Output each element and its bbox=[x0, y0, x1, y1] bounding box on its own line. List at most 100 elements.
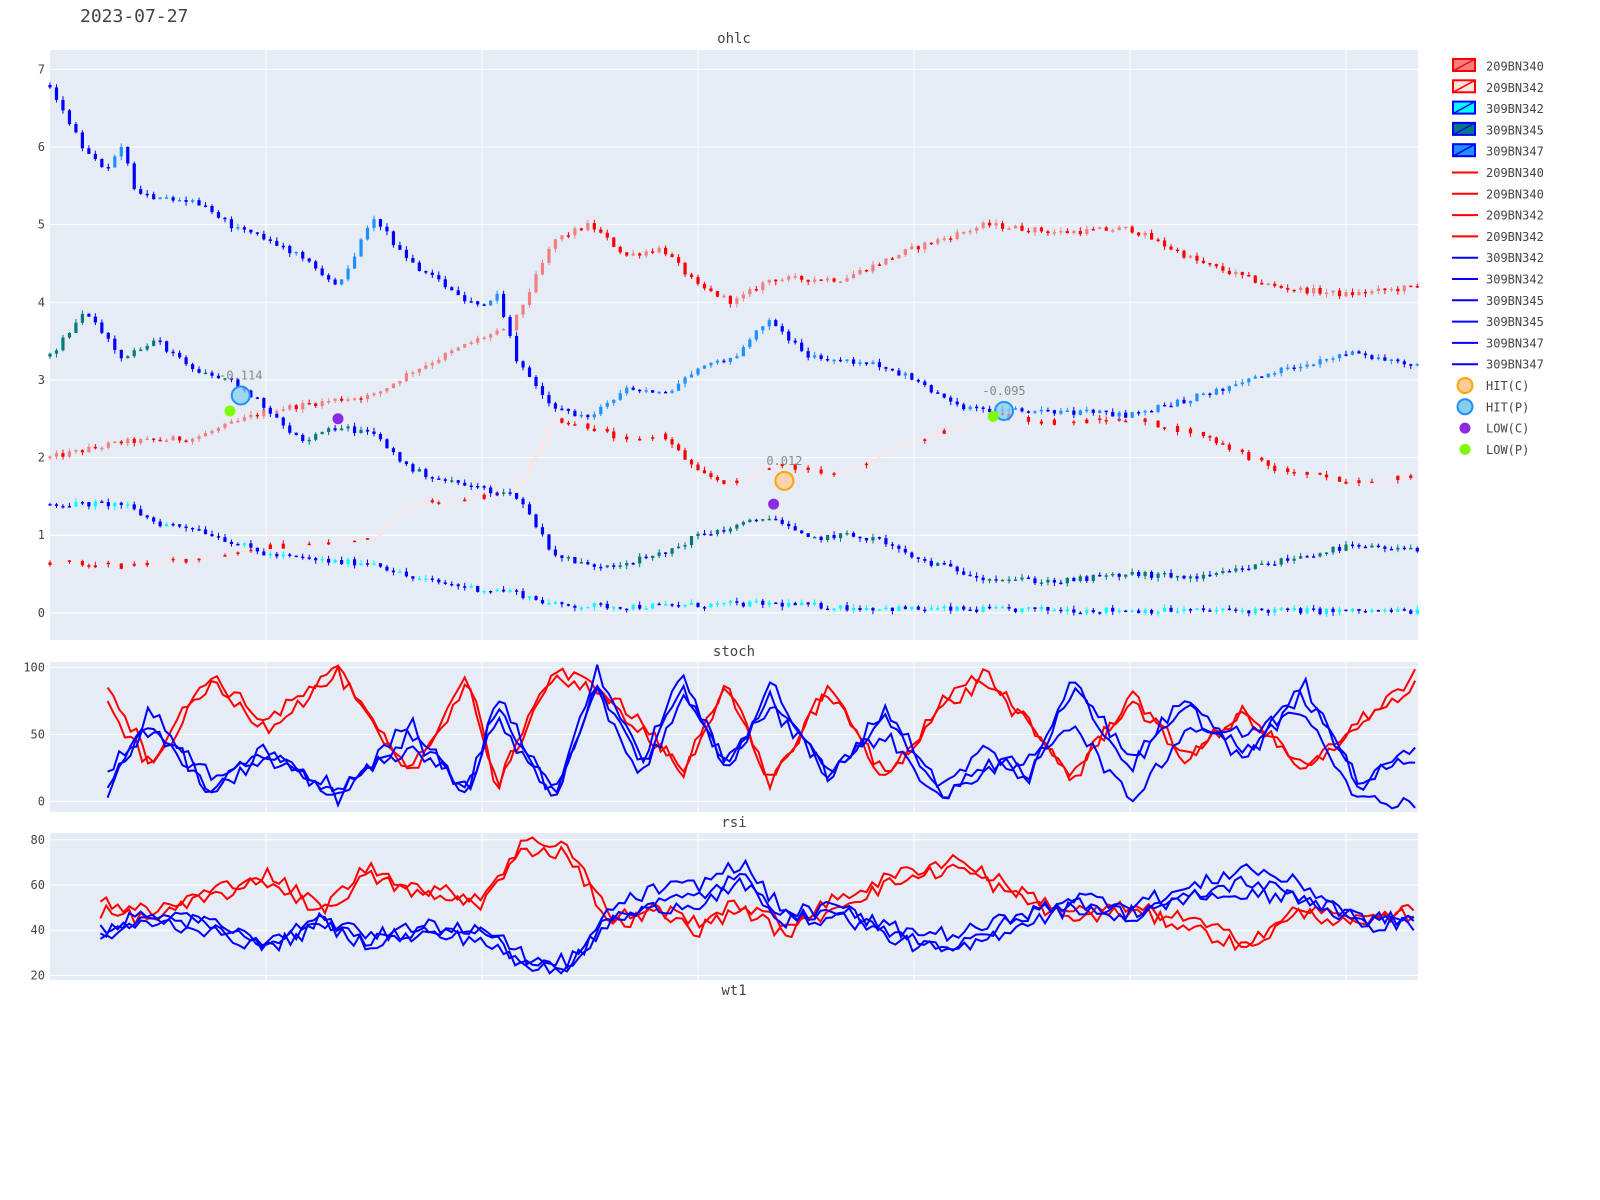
candle-body bbox=[806, 602, 810, 605]
candle-body bbox=[864, 463, 869, 466]
candle-body bbox=[139, 509, 143, 516]
candle-body bbox=[294, 405, 298, 410]
candle-body bbox=[327, 275, 331, 280]
candle-body bbox=[670, 439, 674, 445]
candle-body bbox=[514, 493, 519, 499]
series-line-209BN342 bbox=[106, 663, 1417, 789]
candle-body bbox=[1065, 410, 1069, 412]
candle-body bbox=[1162, 572, 1167, 575]
candle-body bbox=[1169, 425, 1173, 429]
candle-body bbox=[1344, 481, 1348, 484]
candle-body bbox=[87, 446, 91, 453]
candle-body bbox=[1402, 609, 1406, 611]
candle-body bbox=[1214, 573, 1218, 575]
candle-body bbox=[1266, 283, 1270, 286]
candle-body bbox=[333, 398, 337, 401]
candle-body bbox=[1279, 608, 1283, 611]
candle-body bbox=[858, 463, 862, 467]
candle-body bbox=[1363, 291, 1368, 294]
candle-body bbox=[1383, 546, 1387, 549]
candle-body bbox=[411, 505, 415, 509]
candle-body bbox=[1286, 608, 1290, 611]
candle-body bbox=[508, 590, 512, 592]
candle-body bbox=[171, 197, 175, 201]
candle-body bbox=[145, 562, 149, 566]
candle-body bbox=[1260, 376, 1264, 378]
candle-body bbox=[1363, 546, 1368, 549]
candle-body bbox=[132, 350, 136, 357]
candle-body bbox=[1409, 364, 1413, 366]
candle-body bbox=[813, 603, 817, 605]
candle-body bbox=[1078, 230, 1082, 235]
legend-item: 309BN345 bbox=[1452, 315, 1544, 329]
candle-body bbox=[877, 454, 882, 460]
candle-body bbox=[1260, 608, 1264, 611]
candle-body bbox=[696, 464, 700, 471]
candle-body bbox=[482, 494, 486, 499]
candle-body bbox=[962, 404, 966, 410]
candle-body bbox=[1396, 288, 1400, 292]
candle-body bbox=[962, 232, 966, 234]
candle-body bbox=[126, 356, 130, 359]
candle-body bbox=[74, 322, 78, 333]
candle-body bbox=[1253, 564, 1257, 570]
candle-body bbox=[210, 431, 214, 434]
candle-body bbox=[735, 480, 739, 484]
candle-body bbox=[702, 365, 707, 369]
candle-body bbox=[469, 301, 473, 303]
candle-body bbox=[281, 554, 285, 557]
legend-swatch-diag bbox=[1452, 122, 1476, 136]
candle-body bbox=[1026, 230, 1031, 233]
candle-body bbox=[864, 269, 869, 272]
candle-body bbox=[456, 347, 460, 351]
candle-body bbox=[793, 464, 797, 470]
series-309BN342 bbox=[48, 498, 1419, 618]
candle-body bbox=[1007, 606, 1011, 609]
legend-item: 209BN340 bbox=[1452, 187, 1544, 201]
candle-body bbox=[1124, 574, 1128, 577]
candle-body bbox=[806, 467, 810, 471]
y-tick-label: 100 bbox=[23, 660, 45, 674]
candle-body bbox=[1072, 230, 1076, 234]
candle-body bbox=[793, 526, 797, 531]
candle-body bbox=[670, 604, 674, 606]
candle-body bbox=[171, 436, 175, 441]
candle-body bbox=[398, 381, 402, 384]
candle-body bbox=[1324, 608, 1329, 614]
candle-body bbox=[1402, 285, 1406, 292]
candle-body bbox=[767, 468, 771, 470]
candle-body bbox=[314, 261, 318, 269]
candle-body bbox=[586, 423, 590, 429]
candle-body bbox=[1337, 354, 1342, 359]
candle-body bbox=[1085, 409, 1089, 412]
candle-body bbox=[210, 372, 214, 376]
candle-body bbox=[644, 390, 648, 392]
candle-body bbox=[1091, 574, 1095, 581]
candle-body bbox=[981, 606, 985, 612]
candle-body bbox=[1078, 612, 1082, 615]
low-p-marker bbox=[224, 405, 236, 417]
candle-body bbox=[845, 359, 849, 361]
candle-body bbox=[903, 444, 907, 449]
candle-body bbox=[93, 446, 97, 449]
candle-body bbox=[605, 403, 609, 407]
candle-body bbox=[1111, 607, 1115, 612]
candle-body bbox=[372, 393, 376, 396]
candle-body bbox=[1286, 558, 1290, 561]
candle-body bbox=[411, 372, 415, 375]
candle-body bbox=[1292, 289, 1296, 292]
candle-body bbox=[534, 274, 538, 293]
panel-rsi: 20 40 60 80 rsi bbox=[31, 815, 1418, 982]
candle-body bbox=[1117, 227, 1121, 231]
candle-body bbox=[1402, 475, 1406, 481]
candle-body bbox=[288, 546, 292, 549]
candle-body bbox=[715, 603, 720, 605]
candle-body bbox=[314, 543, 318, 546]
candle-body bbox=[430, 362, 434, 366]
candle-body bbox=[1247, 610, 1251, 614]
candle-body bbox=[1344, 609, 1348, 612]
candle-body bbox=[631, 604, 635, 610]
candle-body bbox=[424, 578, 428, 580]
candle-body bbox=[67, 451, 72, 457]
candle-body bbox=[1188, 576, 1193, 579]
